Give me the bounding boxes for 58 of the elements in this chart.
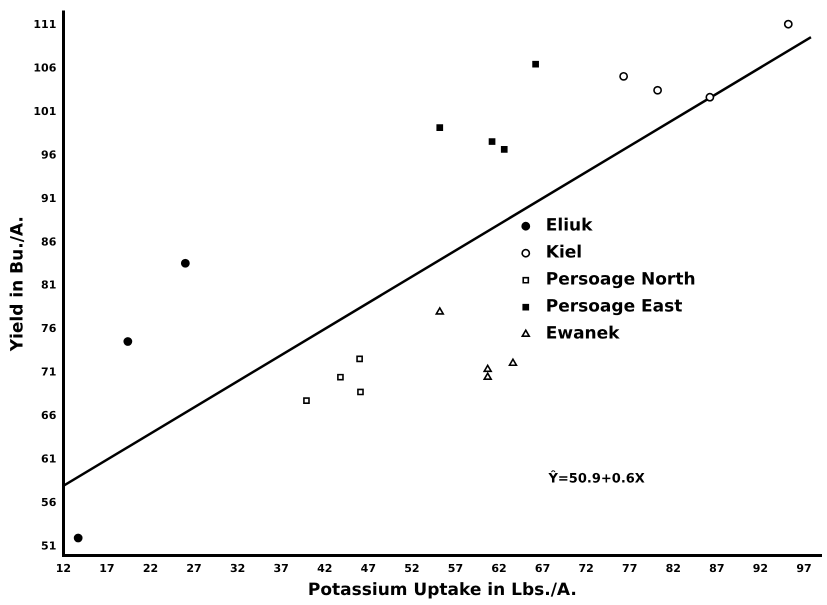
point [508, 358, 518, 366]
y-tick-label: 96 [41, 148, 57, 162]
x-tick-label: 52 [404, 562, 420, 575]
y-tick-label: 111 [33, 18, 56, 31]
x-tick-label: 47 [360, 562, 376, 575]
y-tick-label: 101 [33, 104, 56, 118]
x-tick-label: 97 [796, 562, 812, 575]
point [436, 124, 444, 131]
point [500, 146, 508, 153]
y-tick-label: 56 [41, 496, 57, 510]
y-tick-label: 91 [41, 192, 56, 205]
point [784, 20, 793, 29]
y-tick-label: 66 [41, 409, 57, 422]
point [532, 60, 539, 68]
point [483, 372, 492, 380]
point [180, 258, 190, 268]
x-tick-label: 27 [186, 562, 202, 575]
x-tick-label: 22 [142, 562, 158, 575]
y-tick-label: 106 [33, 61, 57, 74]
point [356, 356, 363, 362]
x-tick-label: 67 [534, 562, 550, 575]
x-tick-label: 87 [709, 562, 724, 575]
y-tick-label: 86 [41, 235, 57, 248]
y-tick-label: 51 [41, 540, 56, 553]
x-axis-title: Potassium Uptake in Lbs./A. [308, 580, 577, 600]
y-tick-label: 61 [41, 452, 56, 466]
legend-label: Eliuk [546, 216, 594, 236]
point [483, 364, 492, 372]
x-tick-label: 92 [752, 562, 768, 575]
legend-label: Ewanek [546, 324, 620, 344]
x-tick-label: 12 [56, 562, 72, 575]
y-tick-label: 81 [41, 278, 56, 292]
legend-label: Persoage East [546, 296, 682, 317]
point [357, 388, 364, 396]
point [123, 337, 132, 346]
x-tick-label: 72 [578, 562, 594, 575]
y-tick-label: 76 [41, 322, 57, 336]
x-tick-label: 32 [230, 562, 246, 575]
point [619, 72, 628, 81]
point [488, 138, 496, 145]
point [337, 374, 344, 381]
point [303, 397, 310, 404]
x-tick-label: 77 [622, 562, 638, 575]
x-tick-label: 82 [666, 562, 681, 575]
x-tick-label: 57 [448, 562, 464, 575]
x-tick-label: 17 [99, 562, 115, 575]
legend-label: Kiel [546, 242, 582, 263]
annotation: Ŷ=50.9+0.6X [548, 470, 645, 487]
y-axis-title: Yield in Bu./A. [8, 216, 28, 352]
y-tick-label: 71 [41, 366, 56, 379]
point [74, 534, 83, 542]
legend-label: Persoage North [546, 270, 696, 290]
x-tick-label: 42 [317, 562, 332, 575]
point [705, 92, 714, 102]
x-tick-label: 62 [491, 562, 507, 575]
point [436, 307, 444, 315]
x-tick-label: 37 [274, 562, 289, 575]
point [653, 86, 662, 95]
